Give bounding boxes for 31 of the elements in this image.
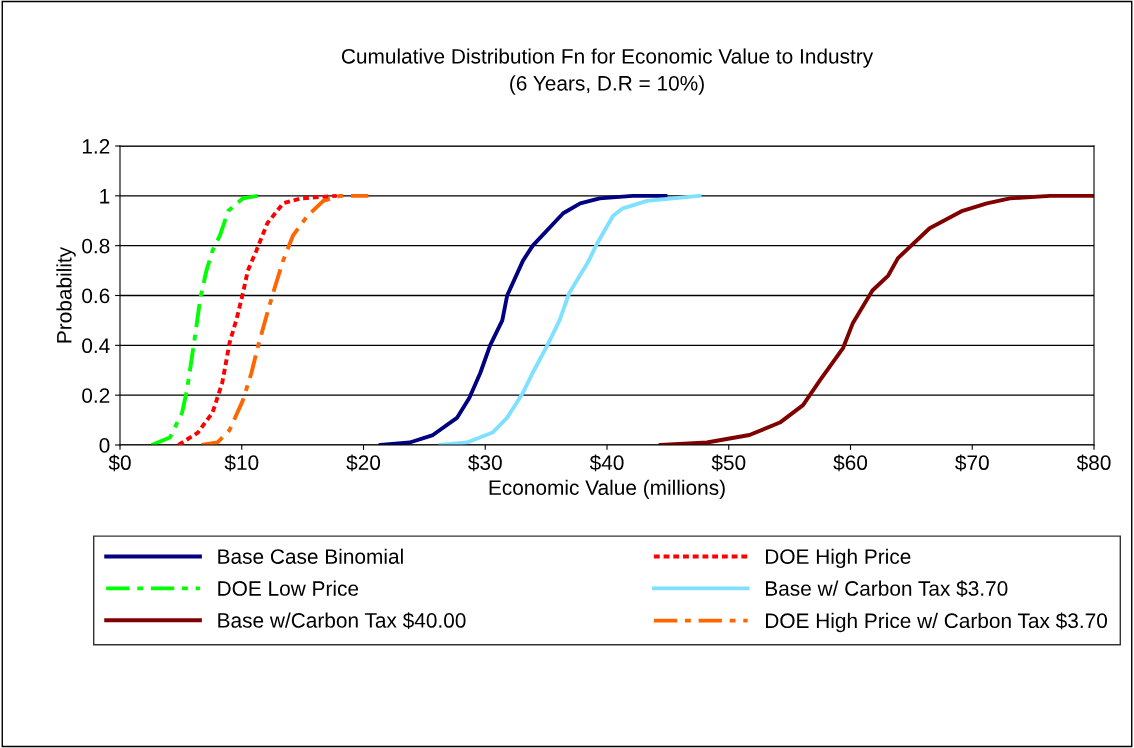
chart-title: Cumulative Distribution Fn for Economic Value to Industry (6 Years, D.R = 10%)	[341, 48, 874, 95]
line-series	[658, 193, 1094, 445]
legend-label: Base w/ Carbon Tax $3.70	[766, 580, 1008, 598]
x-tick-label: $50	[711, 454, 746, 472]
legend-label: Base w/Carbon Tax $40.00	[218, 612, 466, 630]
y-tick-label: 0	[99, 438, 110, 453]
y-tick-label: 0.6	[82, 288, 110, 304]
y-axis-title: Probability	[56, 246, 76, 343]
x-tick-label: $70	[955, 454, 989, 472]
y-tick-label: 1	[100, 189, 110, 204]
x-tick-label: $40	[589, 454, 624, 472]
x-tick-label: $10	[224, 454, 259, 472]
legend-label: DOE Low Price	[218, 580, 359, 596]
legend-label: DOE High Price w/ Carbon Tax $3.70	[766, 612, 1108, 633]
x-tick-label: $80	[1076, 454, 1111, 472]
line-series	[176, 193, 339, 445]
x-tick-label: $60	[833, 454, 868, 472]
y-tick-label: 0.4	[82, 338, 110, 354]
legend-label: Base Case Binomial	[218, 548, 403, 564]
line-series	[149, 193, 260, 445]
x-tick-label: $20	[346, 454, 381, 472]
y-tick-label: 1.2	[82, 139, 110, 154]
line-series	[438, 193, 702, 445]
x-tick-label: $30	[468, 454, 502, 472]
x-axis-title: Economic Value (millions)	[489, 479, 725, 500]
y-tick-label: 0.2	[82, 388, 110, 403]
line-series	[199, 193, 371, 445]
legend-label: DOE High Price	[766, 548, 911, 569]
x-tick-label: $0	[108, 454, 131, 472]
line-series	[378, 193, 668, 445]
y-tick-label: 0.8	[82, 238, 110, 254]
